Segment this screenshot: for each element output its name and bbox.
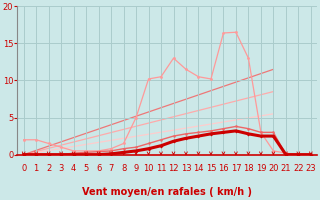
X-axis label: Vent moyen/en rafales ( km/h ): Vent moyen/en rafales ( km/h ) [82,187,252,197]
